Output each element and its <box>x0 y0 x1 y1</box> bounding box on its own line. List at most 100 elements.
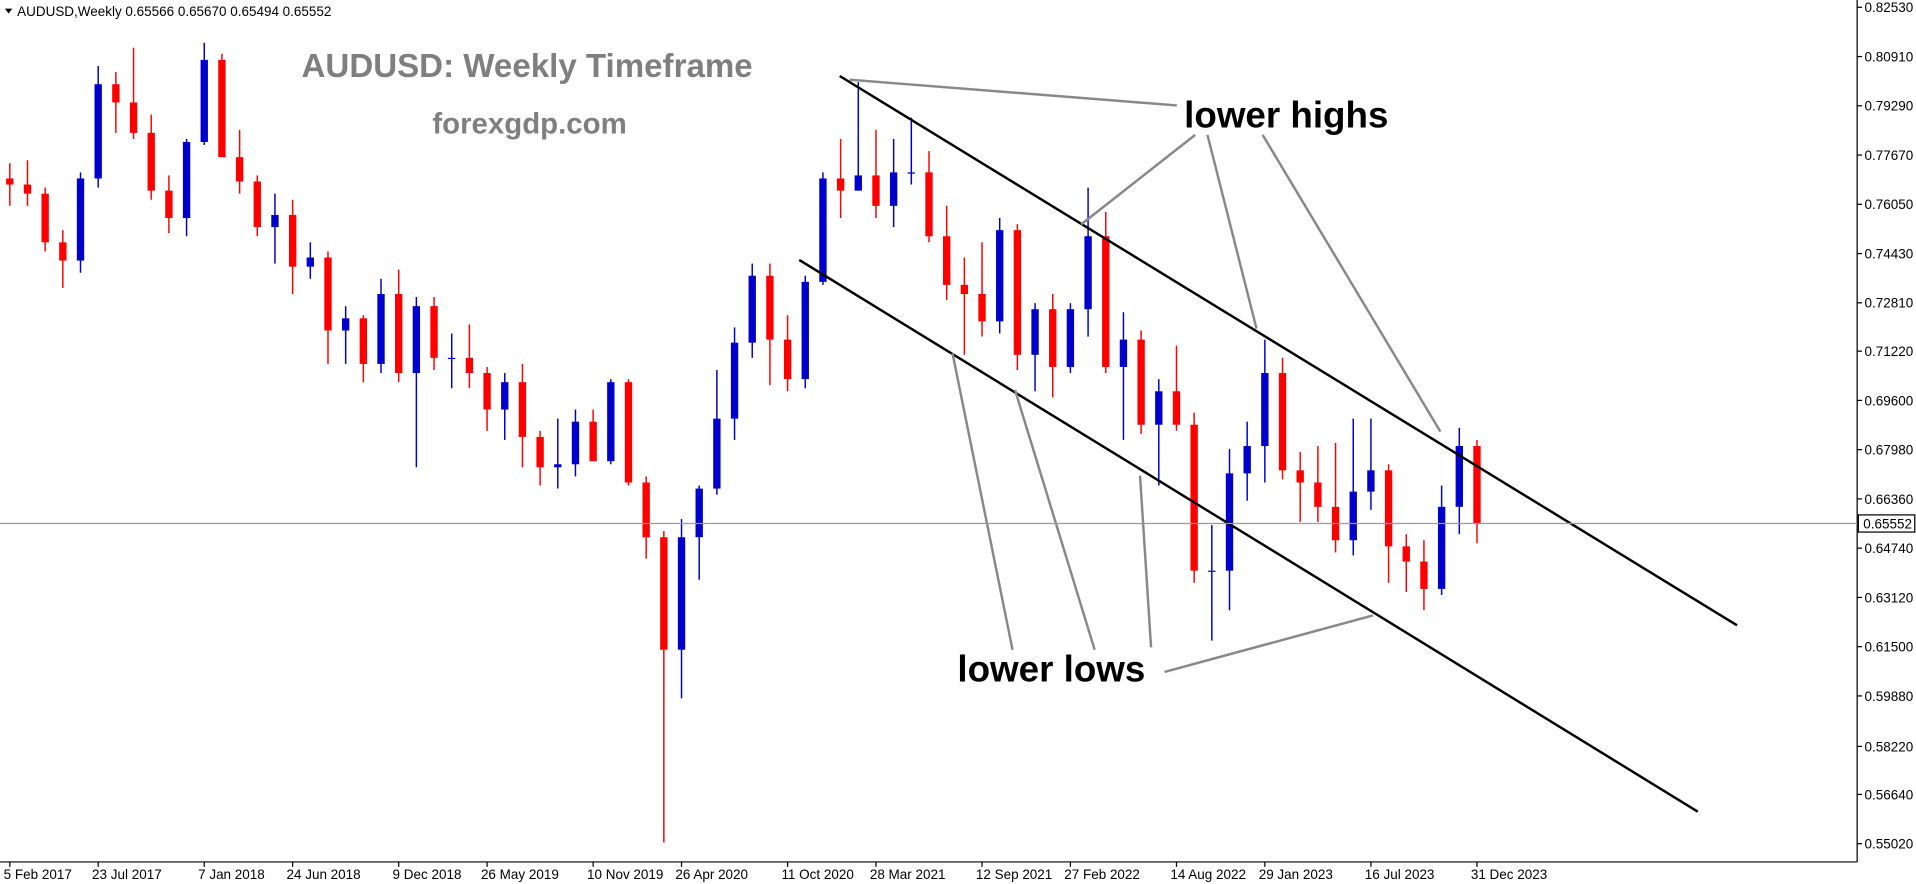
annotation: lower lows <box>957 649 1145 690</box>
candle-body <box>996 230 1004 322</box>
pointer <box>951 352 1014 651</box>
candle-body <box>960 284 969 294</box>
candle-body <box>624 382 633 483</box>
x-tick-label: 24 Jun 2018 <box>287 867 361 882</box>
candle-body <box>200 59 208 142</box>
y-tick-label: 0.79290 <box>1865 99 1914 114</box>
candle-body <box>41 193 49 243</box>
candle-body <box>889 172 898 206</box>
channel-lower <box>798 258 1699 813</box>
candle-body <box>59 242 67 261</box>
pointer <box>1206 134 1258 329</box>
candle-body <box>1225 473 1234 571</box>
candle-body <box>1119 339 1128 367</box>
y-tick-label: 0.69600 <box>1865 393 1914 408</box>
candle-body <box>836 178 845 191</box>
y-tick-label: 0.76050 <box>1865 197 1914 212</box>
candle-body <box>1278 373 1287 471</box>
candle-body <box>94 84 102 179</box>
candle-body <box>1296 470 1304 483</box>
candle-body <box>1190 424 1198 571</box>
candle-body <box>783 339 792 380</box>
candle-body <box>1420 561 1428 589</box>
candle-body <box>1243 446 1251 474</box>
chart-subtitle: forexgdp.com <box>432 108 626 141</box>
candle-body <box>766 275 774 340</box>
candle-body <box>801 281 809 380</box>
candle-body <box>1172 391 1181 425</box>
pointer <box>1138 475 1153 648</box>
y-tick-label: 0.61500 <box>1865 640 1914 655</box>
last-price-label: 0.65552 <box>1863 516 1912 531</box>
candle-body <box>518 382 527 437</box>
candle-body <box>872 175 880 206</box>
channel-upper <box>839 74 1738 627</box>
candle-body <box>554 464 562 468</box>
candle-body <box>1261 373 1269 447</box>
candle-body <box>1455 446 1463 507</box>
candle-body <box>23 184 32 194</box>
candle-body <box>854 175 862 191</box>
candle-body <box>1384 470 1393 547</box>
candle-body <box>589 421 597 462</box>
candle-body <box>730 342 739 419</box>
x-tick-label: 11 Oct 2020 <box>781 867 853 882</box>
candle-body <box>324 257 332 331</box>
x-tick-label: 9 Dec 2018 <box>393 867 462 882</box>
candle-body <box>1084 236 1092 310</box>
candle-body <box>306 257 314 267</box>
candle-body <box>235 157 244 182</box>
y-tick-label: 0.63120 <box>1865 590 1914 605</box>
candle-body <box>1049 309 1057 367</box>
candle-body <box>1208 570 1216 572</box>
pointer <box>1164 614 1374 674</box>
candle-body <box>1137 339 1145 425</box>
x-tick-label: 26 Apr 2020 <box>675 867 748 882</box>
candle-body <box>288 214 297 267</box>
chart-title: AUDUSD: Weekly Timeframe <box>302 48 753 85</box>
x-tick-label: 14 Aug 2022 <box>1170 867 1246 882</box>
y-tick-label: 0.80910 <box>1865 49 1914 64</box>
annotation-pointers <box>849 78 1442 674</box>
candle-body <box>1155 391 1163 425</box>
candle-body <box>6 178 14 185</box>
candle-body <box>271 214 279 228</box>
candle-body <box>147 132 155 191</box>
candle-body <box>395 293 403 374</box>
candle-body <box>1102 236 1110 367</box>
x-tick-label: 29 Jan 2023 <box>1259 867 1333 882</box>
candle-body <box>359 318 368 364</box>
y-tick-label: 0.77670 <box>1865 148 1914 163</box>
x-tick-label: 31 Dec 2023 <box>1471 867 1547 882</box>
pointer <box>1013 389 1096 651</box>
candle-body <box>571 421 580 465</box>
candle-body <box>1314 482 1322 507</box>
candle-body <box>501 382 509 410</box>
x-tick-label: 5 Feb 2017 <box>4 867 72 882</box>
candle-body <box>978 293 986 322</box>
candle-body <box>218 59 226 158</box>
candle-body <box>253 181 261 228</box>
candle-body <box>1013 230 1022 355</box>
x-tick-label: 28 Mar 2021 <box>870 867 946 882</box>
candle-body <box>448 357 456 360</box>
candle-body <box>412 306 421 374</box>
annotation: lower highs <box>1184 95 1388 136</box>
candle-body <box>341 318 350 331</box>
candle-body <box>660 537 668 650</box>
candle-body <box>112 84 120 103</box>
y-tick-label: 0.82530 <box>1865 0 1914 15</box>
symbol-header: AUDUSD,Weekly 0.65566 0.65670 0.65494 0.… <box>17 4 331 19</box>
candle-body <box>182 141 191 218</box>
y-tick-label: 0.67980 <box>1865 443 1914 458</box>
y-tick-label: 0.55020 <box>1865 837 1914 852</box>
candle-body <box>713 418 721 489</box>
candle-body <box>377 293 385 364</box>
candle-body <box>925 172 933 237</box>
menu-icon <box>4 8 13 14</box>
candle-body <box>129 102 138 133</box>
pointer <box>1080 133 1196 226</box>
candle-body <box>165 190 173 218</box>
